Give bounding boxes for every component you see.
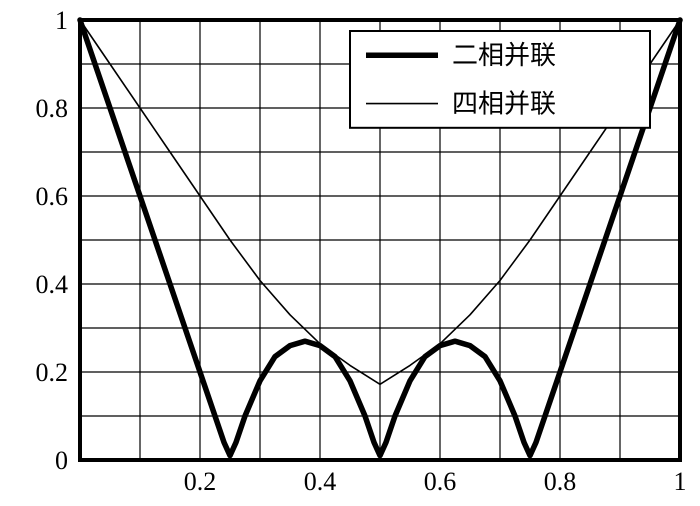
legend-label: 四相并联 <box>452 90 556 119</box>
y-tick-label: 0.6 <box>36 182 69 211</box>
legend-label: 二相并联 <box>452 41 556 70</box>
x-tick-label: 0.2 <box>184 467 217 496</box>
chart-container: 0.2 0.4 0.6 0.8 1 0 0.2 0.4 0.6 0.8 1 二相并联四相并联 <box>0 0 700 506</box>
x-tick-label: 1 <box>674 467 687 496</box>
legend: 二相并联四相并联 <box>350 31 650 128</box>
y-tick-label: 0 <box>55 446 68 475</box>
y-tick-label: 0.4 <box>36 270 69 299</box>
y-tick-label: 1 <box>55 6 68 35</box>
chart-svg: 0.2 0.4 0.6 0.8 1 0 0.2 0.4 0.6 0.8 1 二相并联四相并联 <box>0 0 700 506</box>
x-tick-label: 0.4 <box>304 467 337 496</box>
x-tick-label: 0.6 <box>424 467 457 496</box>
y-tick-label: 0.2 <box>36 358 69 387</box>
x-tick-label: 0.8 <box>544 467 577 496</box>
y-tick-label: 0.8 <box>36 94 69 123</box>
